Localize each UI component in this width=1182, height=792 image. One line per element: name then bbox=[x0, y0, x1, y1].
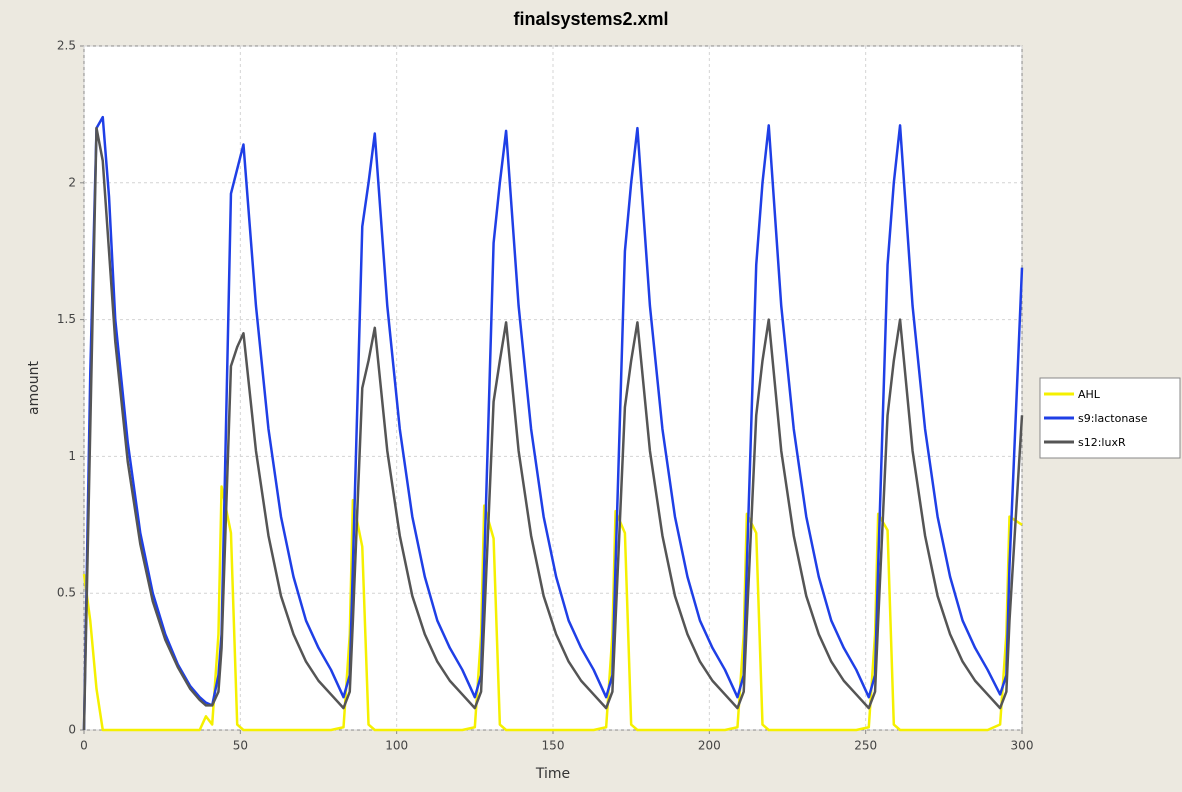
y-tick-label: 2.5 bbox=[57, 39, 76, 53]
x-axis-title: Time bbox=[535, 766, 570, 782]
x-tick-label: 250 bbox=[854, 739, 877, 753]
x-tick-label: 0 bbox=[80, 739, 88, 753]
chart-title: finalsystems2.xml bbox=[513, 9, 668, 29]
series-line bbox=[82, 485, 1023, 732]
y-axis-title: amount bbox=[26, 360, 42, 415]
x-tick-label: 300 bbox=[1011, 739, 1034, 753]
series-line bbox=[82, 126, 1024, 731]
y-tick-label: 0 bbox=[68, 723, 76, 737]
x-tick-label: 100 bbox=[385, 739, 408, 753]
x-tick-label: 50 bbox=[233, 739, 248, 753]
y-tick-label: 1.5 bbox=[57, 312, 76, 326]
legend-label: s12:luxR bbox=[1078, 436, 1126, 449]
legend-label: AHL bbox=[1078, 388, 1101, 401]
x-tick-label: 150 bbox=[542, 739, 565, 753]
legend-label: s9:lactonase bbox=[1078, 412, 1148, 425]
legend: AHL s9:lactonase s12:luxR bbox=[1039, 377, 1181, 459]
y-tick-label: 2 bbox=[68, 175, 76, 189]
y-tick-label: 1 bbox=[68, 449, 76, 463]
x-tick-label: 200 bbox=[698, 739, 721, 753]
lines bbox=[82, 115, 1024, 732]
y-tick-label: 0.5 bbox=[57, 586, 76, 600]
